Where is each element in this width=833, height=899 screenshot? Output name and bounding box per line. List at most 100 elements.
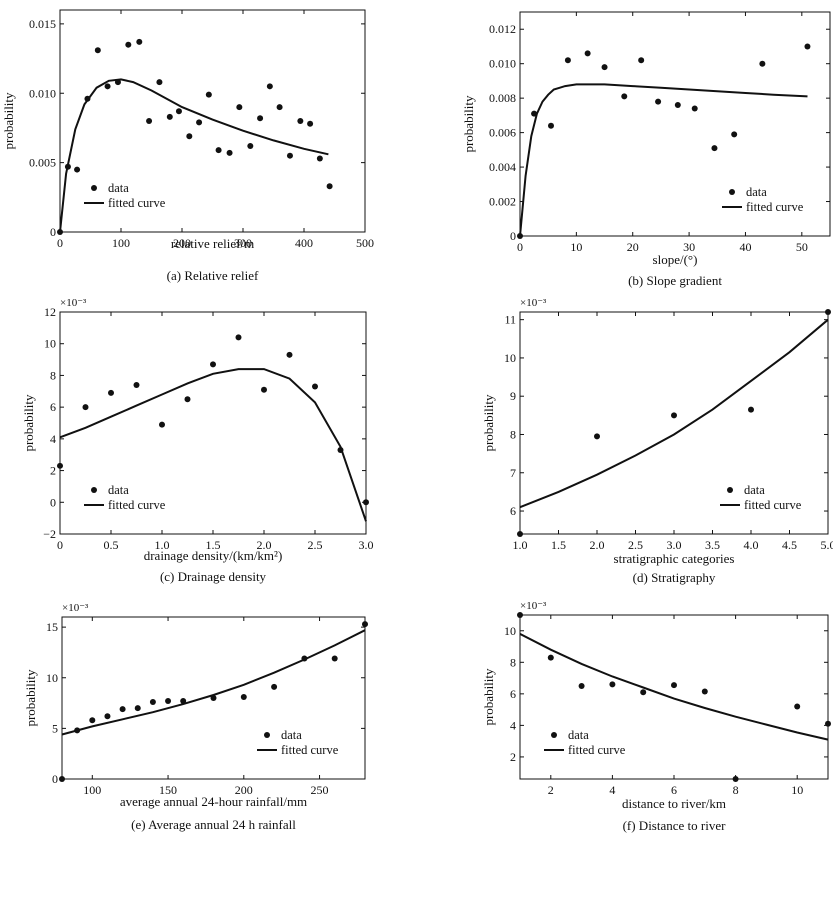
data-point — [108, 389, 114, 396]
data-point — [210, 361, 216, 368]
y-tick-label: 0.008 — [489, 91, 516, 105]
data-point — [759, 60, 766, 67]
x-tick-label: 400 — [295, 236, 313, 250]
y-tick-label: 0 — [510, 229, 516, 243]
data-point — [74, 727, 81, 734]
x-axis-label: average annual 24-hour rainfall/mm — [120, 794, 307, 809]
plot-area — [57, 334, 369, 522]
x-axis-label: stratigraphic categories — [614, 551, 735, 566]
fitted-curve-line — [59, 368, 367, 522]
y-tick-label: 12 — [44, 305, 56, 319]
y-tick-label: 2 — [510, 750, 516, 764]
plot-area — [517, 43, 811, 239]
panel-caption: (c) Drainage density — [160, 569, 267, 584]
data-point — [331, 655, 338, 662]
data-point — [804, 43, 811, 50]
data-point — [236, 104, 243, 111]
x-tick-label: 5.0 — [821, 538, 833, 552]
data-point — [609, 681, 616, 688]
fitted-curve-line — [519, 633, 829, 741]
x-axis-label: relative relief/m — [171, 236, 254, 251]
data-point — [74, 166, 81, 173]
data-point — [133, 381, 140, 388]
y-tick-label: 0 — [52, 772, 58, 786]
data-point — [94, 47, 101, 54]
data-point — [748, 406, 754, 413]
axis-multiplier: ×10⁻³ — [62, 602, 89, 614]
data-point — [655, 98, 662, 105]
data-point — [531, 110, 538, 117]
data-point — [146, 118, 153, 124]
y-tick-label: 0.010 — [489, 57, 516, 71]
x-tick-label: 1.0 — [155, 538, 170, 552]
data-point — [517, 531, 523, 537]
x-tick-label: 3.0 — [359, 538, 374, 552]
data-point — [205, 91, 212, 98]
data-point — [226, 149, 233, 156]
data-point — [301, 655, 308, 662]
y-axis-label: probability — [1, 92, 16, 150]
data-point — [825, 309, 831, 315]
data-point — [307, 120, 314, 127]
legend-data-marker — [727, 487, 733, 493]
x-tick-label: 30 — [683, 240, 695, 254]
plot-frame — [519, 614, 829, 780]
x-axis-label: slope/(°) — [653, 252, 698, 267]
legend-data-label: data — [744, 483, 765, 497]
x-tick-label: 0 — [57, 538, 63, 552]
data-point — [136, 38, 143, 45]
x-tick-label: 100 — [83, 783, 101, 797]
x-tick-label: 0 — [57, 236, 63, 250]
plot-frame — [59, 9, 366, 233]
y-tick-label: 0.010 — [29, 86, 56, 100]
x-tick-label: 3.0 — [667, 538, 682, 552]
panel-caption: (d) Stratigraphy — [633, 570, 716, 585]
y-axis-label: probability — [23, 669, 38, 727]
data-point — [564, 57, 571, 64]
data-point — [215, 147, 222, 154]
plot-frame — [519, 11, 831, 237]
panel-stratigraphy: 1.0 1.5 2.0 2.5 3.0 3.5 4.0 4.5 5.0 6 7 8 9 10 11 ×10⁻³… — [481, 297, 833, 585]
data-point — [326, 183, 333, 190]
y-tick-label: 10 — [46, 671, 58, 685]
plot-frame — [59, 311, 367, 535]
x-tick-label: 3.5 — [705, 538, 720, 552]
data-point — [184, 396, 191, 403]
x-tick-label: 200 — [235, 783, 253, 797]
panel-rainfall: 100 150 200 250 0 5 10 15 ×10⁻³ average annual 24… — [23, 602, 368, 832]
legend-fit-label: fitted curve — [746, 200, 804, 214]
plot-area — [59, 621, 368, 782]
y-tick-label: 6 — [510, 504, 516, 518]
data-point — [165, 698, 172, 705]
y-tick-label: 10 — [44, 337, 56, 351]
x-tick-label: 1.0 — [513, 538, 528, 552]
data-point — [691, 105, 698, 112]
data-point — [547, 654, 554, 661]
data-point — [337, 446, 344, 453]
data-point — [548, 122, 554, 129]
y-tick-label: 0.012 — [489, 22, 516, 36]
axis-multiplier: ×10⁻³ — [60, 297, 87, 309]
data-point — [119, 706, 126, 713]
panel-distance-to-river: 2 4 6 8 10 2 4 6 8 10 ×10⁻³ distance to river/km pro… — [481, 600, 831, 833]
y-tick-label: 0.015 — [29, 17, 56, 31]
data-point — [825, 720, 831, 727]
x-tick-label: 40 — [739, 240, 751, 254]
panel-caption: (e) Average annual 24 h rainfall — [131, 817, 296, 832]
plot-area — [517, 612, 831, 782]
y-tick-label: 8 — [50, 368, 56, 382]
data-point — [104, 83, 111, 90]
data-point — [175, 108, 182, 115]
x-axis-label: drainage density/(km/km²) — [144, 548, 283, 563]
y-tick-label: 5 — [52, 721, 58, 735]
x-tick-label: 2.0 — [257, 538, 272, 552]
legend-fit-label: fitted curve — [108, 498, 166, 512]
legend-data-label: data — [746, 185, 767, 199]
x-tick-label: 200 — [173, 236, 191, 250]
y-tick-label: −2 — [43, 527, 56, 541]
data-point — [286, 351, 293, 358]
data-point — [732, 776, 739, 782]
data-point — [84, 95, 91, 102]
